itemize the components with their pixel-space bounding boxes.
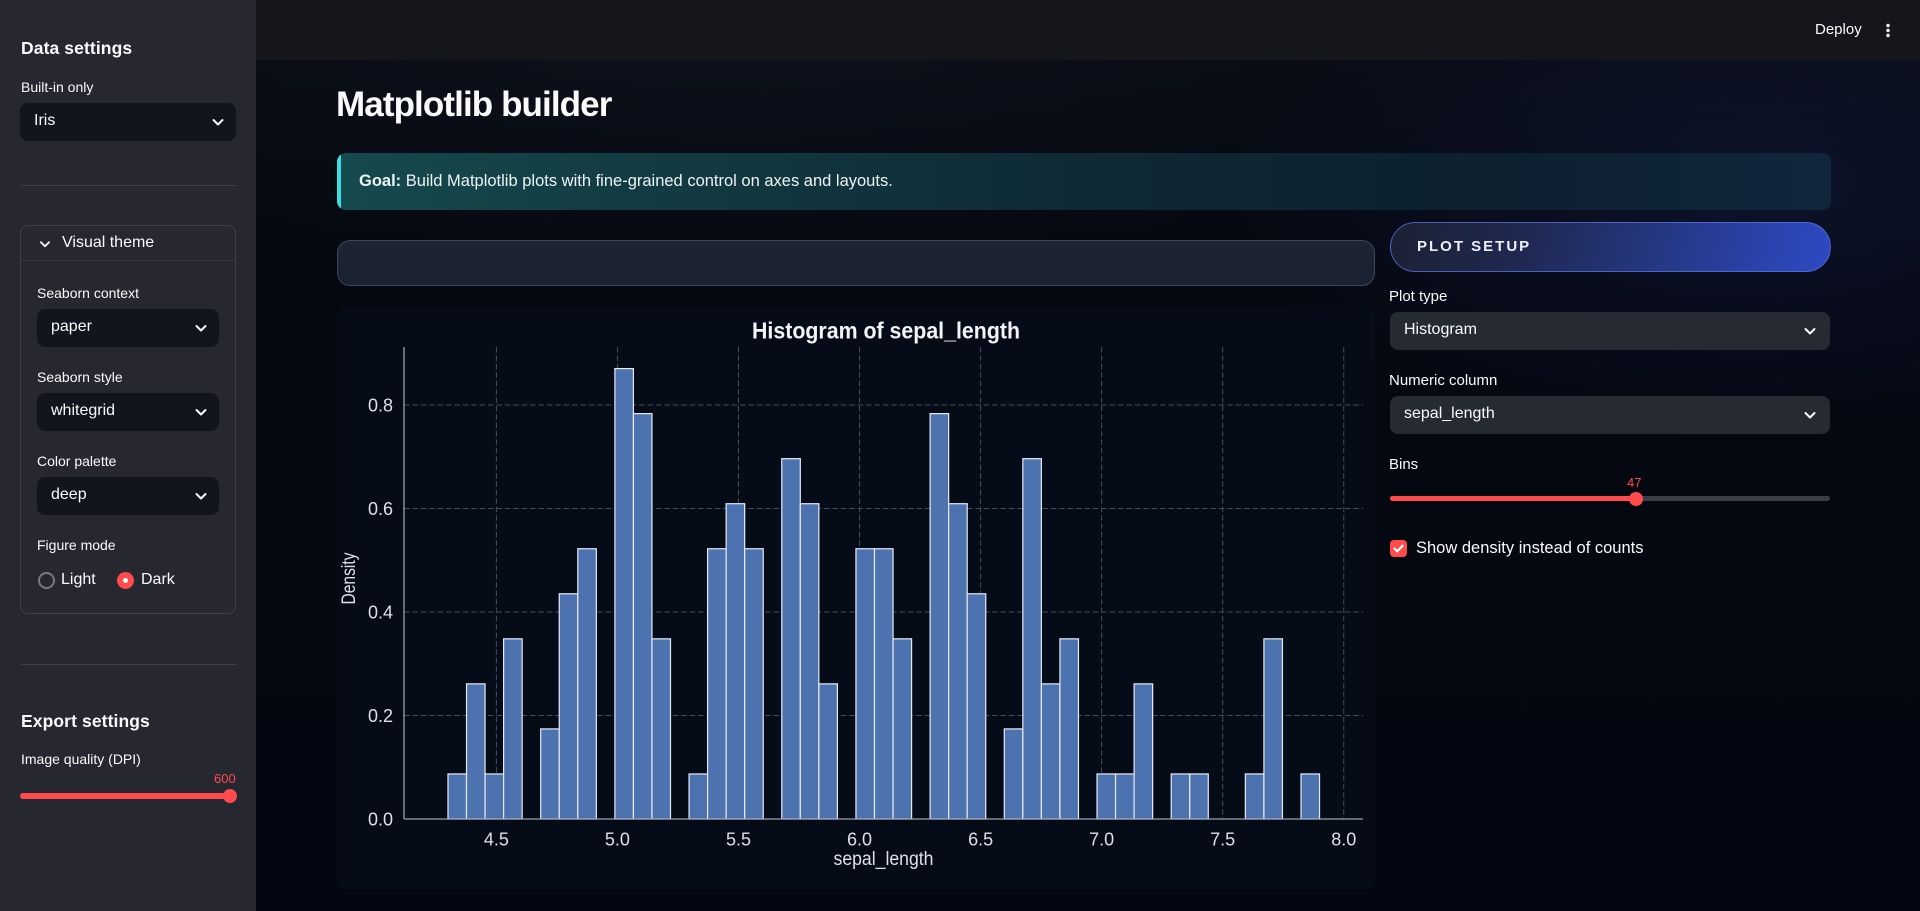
svg-text:Density: Density	[339, 552, 360, 604]
svg-text:8.0: 8.0	[1331, 830, 1356, 850]
svg-text:0.4: 0.4	[368, 603, 393, 623]
svg-text:sepal_length: sepal_length	[834, 849, 934, 870]
svg-text:0.6: 0.6	[368, 499, 393, 519]
svg-text:5.0: 5.0	[605, 830, 630, 850]
svg-text:0.0: 0.0	[368, 810, 393, 830]
svg-text:7.5: 7.5	[1210, 830, 1235, 850]
svg-text:5.5: 5.5	[726, 830, 751, 850]
svg-text:6.5: 6.5	[968, 830, 993, 850]
svg-text:7.0: 7.0	[1089, 830, 1114, 850]
svg-text:6.0: 6.0	[847, 830, 872, 850]
svg-text:4.5: 4.5	[484, 830, 509, 850]
svg-text:Histogram of sepal_length: Histogram of sepal_length	[752, 318, 1020, 344]
svg-text:0.2: 0.2	[368, 706, 393, 726]
svg-text:0.8: 0.8	[368, 396, 393, 416]
